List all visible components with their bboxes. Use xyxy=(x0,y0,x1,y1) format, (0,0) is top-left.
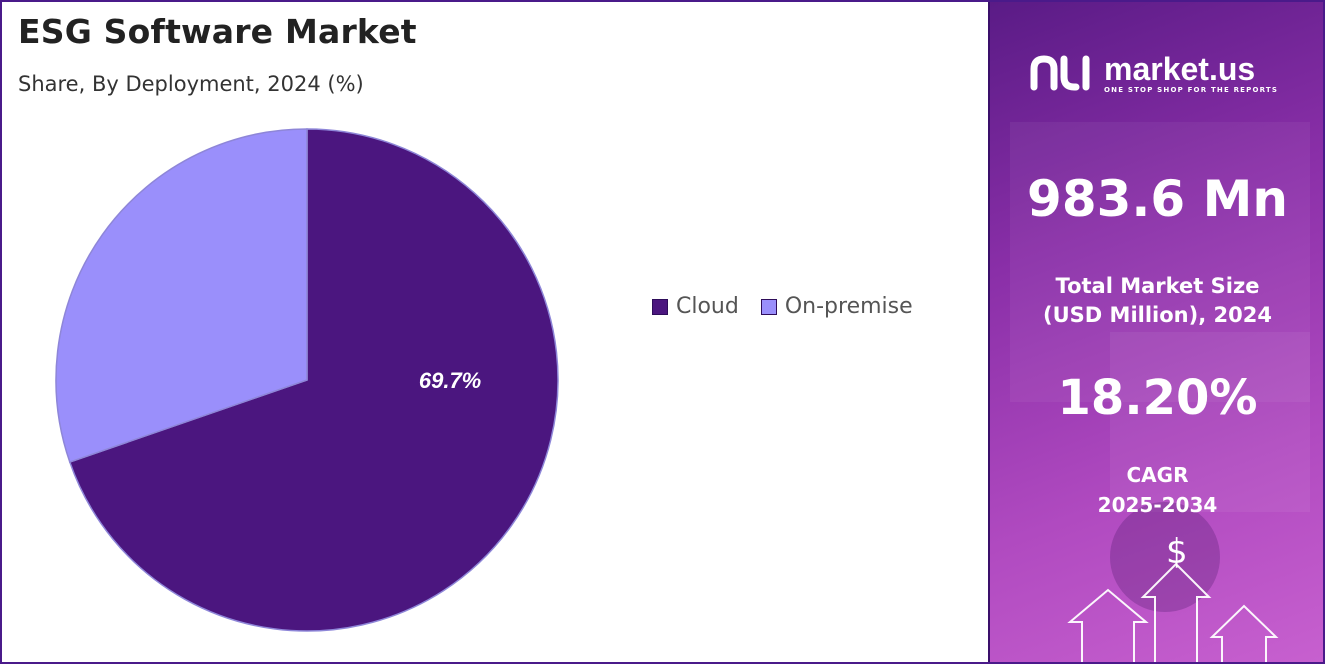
dollar-icon: $ xyxy=(1166,532,1188,572)
data-label-cloud: 69.7% xyxy=(419,368,481,393)
legend-swatch-cloud xyxy=(652,298,668,315)
market-size-label-line1: Total Market Size xyxy=(1055,274,1260,298)
logo-name: market.us xyxy=(1104,51,1256,87)
market-size-label-line2: (USD Million), 2024 xyxy=(1043,303,1272,327)
cagr-label: CAGR 2025-2034 xyxy=(990,460,1323,520)
market-size-label: Total Market Size (USD Million), 2024 xyxy=(990,272,1323,330)
legend-item-on-premise: On-premise xyxy=(760,294,913,319)
chart-title: ESG Software Market xyxy=(18,12,417,51)
pie-chart: 69.7% xyxy=(55,128,559,632)
cagr-label-line2: 2025-2034 xyxy=(1097,493,1218,517)
market-us-logo-icon xyxy=(1030,55,1090,91)
up-arrow-icon xyxy=(1140,562,1212,662)
growth-arrows xyxy=(1067,562,1279,662)
pie-slice-on-premise xyxy=(55,128,308,464)
stats-sidebar: market.us ONE STOP SHOP FOR THE REPORTS … xyxy=(988,2,1323,662)
up-arrow-icon xyxy=(1209,604,1279,662)
legend-swatch-on-premise xyxy=(760,298,777,315)
market-size-value: 983.6 Mn xyxy=(1027,170,1288,228)
market-us-logo: market.us ONE STOP SHOP FOR THE REPORTS xyxy=(1030,52,1278,94)
logo-tagline: ONE STOP SHOP FOR THE REPORTS xyxy=(1104,86,1279,94)
cagr-value: 18.20% xyxy=(1057,370,1258,426)
chart-legend: Cloud On-premise xyxy=(652,294,913,319)
up-arrow-icon xyxy=(1067,588,1149,662)
chart-panel: 69.7% ESG Software Market Share, By Depl… xyxy=(2,2,988,662)
legend-label-cloud: Cloud xyxy=(676,294,739,319)
sidebar-background-pattern xyxy=(1010,122,1310,612)
legend-label-on-premise: On-premise xyxy=(784,294,913,319)
pie-slice-cloud xyxy=(68,128,559,632)
chart-subtitle: Share, By Deployment, 2024 (%) xyxy=(18,72,364,96)
legend-item-cloud: Cloud xyxy=(652,294,739,319)
cagr-label-line1: CAGR xyxy=(1126,463,1189,487)
